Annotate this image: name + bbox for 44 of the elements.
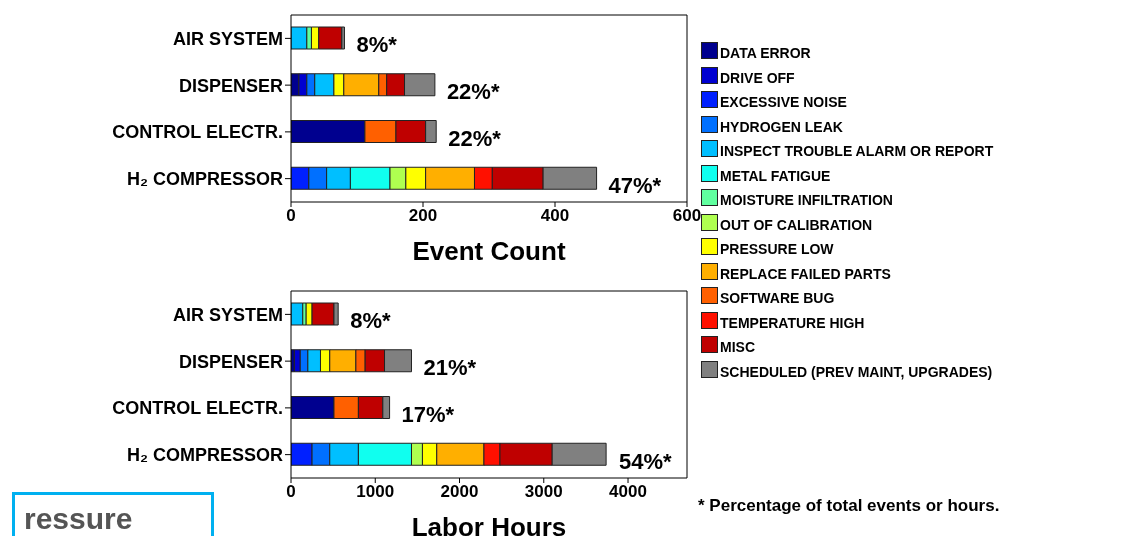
annotation: 21%* (423, 355, 477, 381)
y-tick-label: DISPENSER (178, 75, 283, 96)
x-tick-label: 0 (286, 482, 296, 502)
x-axis-title: Labor Hours (411, 512, 567, 542)
y-tick-label: CONTROL ELECTR. (112, 398, 283, 419)
legend-label: PRESSURE LOW (720, 241, 834, 257)
text: * Percentage of total events or hours. (698, 496, 1000, 516)
legend-label: DATA ERROR (720, 45, 811, 61)
x-tick-label: 600 (672, 206, 702, 226)
legend-label: METAL FATIGUE (720, 167, 831, 184)
annotation: 54%* (618, 448, 672, 474)
legend-label: SCHEDULED (PREV MAINT, UPGRADES) (720, 363, 993, 380)
x-tick-label: 4000 (609, 482, 647, 502)
x-tick-label: 1000 (356, 482, 395, 502)
x-tick-label: 200 (408, 206, 438, 226)
legend-label: DRIVE OFF (720, 69, 795, 86)
y-tick-label: AIR SYSTEM (172, 28, 283, 49)
annotation: 22%* (448, 125, 502, 151)
y-tick-label: DISPENSER (178, 351, 283, 372)
y-tick-label: AIR SYSTEM (172, 304, 283, 325)
legend-label: TEMPERATURE HIGH (720, 314, 865, 331)
x-tick-label: 3000 (524, 482, 563, 502)
legend-label: REPLACE FAILED PARTS (720, 265, 891, 282)
annotation: 8%* (350, 308, 391, 334)
text: ressure (24, 502, 133, 536)
x-axis-title: Event Count (412, 236, 566, 266)
y-tick-label: H₂ COMPRESSOR (126, 445, 283, 466)
legend-label: OUT OF CALIBRATION (720, 216, 873, 233)
x-tick-label: 2000 (440, 482, 479, 502)
legend-label: EXCESSIVE NOISE (720, 94, 847, 110)
legend-label: MISC (720, 339, 755, 355)
legend-label: MOISTURE INFILTRATION (720, 192, 893, 208)
legend-label: HYDROGEN LEAK (720, 118, 843, 135)
x-tick-label: 400 (540, 206, 570, 226)
legend-label: SOFTWARE BUG (720, 290, 835, 306)
legend-label: INSPECT TROUBLE ALARM OR REPORT (720, 143, 994, 159)
y-tick-label: CONTROL ELECTR. (112, 122, 283, 143)
annotation: 22%* (446, 79, 500, 105)
annotation: 47%* (608, 172, 662, 198)
annotation: 17%* (401, 401, 455, 427)
y-tick-label: H₂ COMPRESSOR (126, 169, 283, 190)
bar (291, 26, 308, 50)
annotation: 8%* (356, 32, 398, 58)
x-tick-label: 0 (286, 206, 296, 226)
